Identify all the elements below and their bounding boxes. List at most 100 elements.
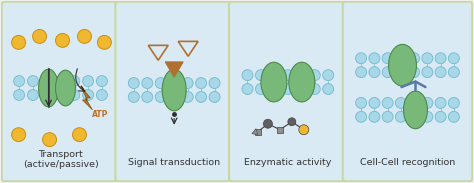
Circle shape: [55, 33, 70, 47]
Circle shape: [382, 67, 393, 78]
Circle shape: [196, 92, 207, 102]
Circle shape: [422, 111, 433, 122]
Circle shape: [310, 84, 320, 94]
Circle shape: [27, 76, 38, 87]
Circle shape: [448, 111, 459, 122]
Circle shape: [395, 111, 406, 122]
Circle shape: [369, 98, 380, 108]
Circle shape: [299, 125, 309, 135]
Circle shape: [422, 98, 433, 108]
Circle shape: [323, 70, 334, 81]
Circle shape: [155, 78, 166, 89]
Circle shape: [69, 89, 80, 100]
Circle shape: [255, 70, 266, 81]
Ellipse shape: [403, 91, 428, 129]
Polygon shape: [81, 86, 92, 110]
Circle shape: [382, 98, 393, 108]
Circle shape: [296, 70, 307, 81]
Circle shape: [448, 98, 459, 108]
Ellipse shape: [289, 62, 315, 102]
Circle shape: [55, 76, 66, 87]
Circle shape: [12, 36, 26, 49]
Circle shape: [356, 53, 366, 64]
Circle shape: [409, 111, 419, 122]
Circle shape: [409, 98, 419, 108]
Circle shape: [82, 89, 93, 100]
Circle shape: [422, 67, 433, 78]
Polygon shape: [165, 62, 183, 77]
Circle shape: [369, 111, 380, 122]
Circle shape: [356, 67, 366, 78]
Circle shape: [395, 98, 406, 108]
Text: Cell-Cell recognition: Cell-Cell recognition: [360, 158, 455, 167]
Ellipse shape: [389, 44, 417, 86]
Circle shape: [73, 128, 86, 142]
Circle shape: [14, 89, 25, 100]
Circle shape: [356, 111, 366, 122]
Circle shape: [82, 76, 93, 87]
Ellipse shape: [162, 69, 186, 111]
Circle shape: [395, 67, 406, 78]
Circle shape: [296, 84, 307, 94]
Ellipse shape: [55, 70, 75, 106]
Circle shape: [323, 84, 334, 94]
Circle shape: [435, 111, 446, 122]
FancyBboxPatch shape: [115, 2, 233, 181]
Circle shape: [409, 67, 419, 78]
Circle shape: [242, 84, 253, 94]
Circle shape: [242, 70, 253, 81]
Circle shape: [382, 111, 393, 122]
Circle shape: [435, 67, 446, 78]
Circle shape: [69, 76, 80, 87]
Circle shape: [409, 53, 419, 64]
Circle shape: [169, 92, 180, 102]
Circle shape: [264, 119, 273, 128]
Circle shape: [128, 78, 139, 89]
Circle shape: [98, 36, 111, 49]
Circle shape: [356, 98, 366, 108]
Text: Transport
(active/passive): Transport (active/passive): [23, 150, 99, 169]
Circle shape: [77, 29, 91, 43]
Circle shape: [182, 92, 193, 102]
Circle shape: [33, 29, 46, 43]
Circle shape: [96, 89, 108, 100]
Polygon shape: [252, 129, 258, 135]
Circle shape: [41, 89, 52, 100]
FancyBboxPatch shape: [343, 2, 472, 181]
Circle shape: [128, 92, 139, 102]
Circle shape: [283, 70, 293, 81]
Circle shape: [382, 53, 393, 64]
Circle shape: [209, 78, 220, 89]
Circle shape: [288, 118, 296, 126]
Circle shape: [14, 76, 25, 87]
Circle shape: [369, 67, 380, 78]
Circle shape: [27, 89, 38, 100]
Circle shape: [96, 76, 108, 87]
Circle shape: [269, 70, 280, 81]
Circle shape: [435, 98, 446, 108]
Circle shape: [255, 84, 266, 94]
Circle shape: [43, 133, 56, 147]
Circle shape: [448, 53, 459, 64]
Text: Signal transduction: Signal transduction: [128, 158, 220, 167]
FancyBboxPatch shape: [2, 2, 119, 181]
Circle shape: [269, 84, 280, 94]
Circle shape: [182, 78, 193, 89]
Circle shape: [155, 92, 166, 102]
Circle shape: [169, 78, 180, 89]
Text: ATP: ATP: [92, 110, 109, 119]
Ellipse shape: [38, 69, 58, 107]
Circle shape: [369, 53, 380, 64]
Circle shape: [422, 53, 433, 64]
Circle shape: [209, 92, 220, 102]
Circle shape: [12, 128, 26, 142]
Circle shape: [283, 84, 293, 94]
Circle shape: [448, 67, 459, 78]
Circle shape: [55, 89, 66, 100]
Ellipse shape: [261, 62, 287, 102]
Circle shape: [435, 53, 446, 64]
Circle shape: [142, 92, 153, 102]
Circle shape: [310, 70, 320, 81]
Circle shape: [142, 78, 153, 89]
FancyBboxPatch shape: [229, 2, 346, 181]
